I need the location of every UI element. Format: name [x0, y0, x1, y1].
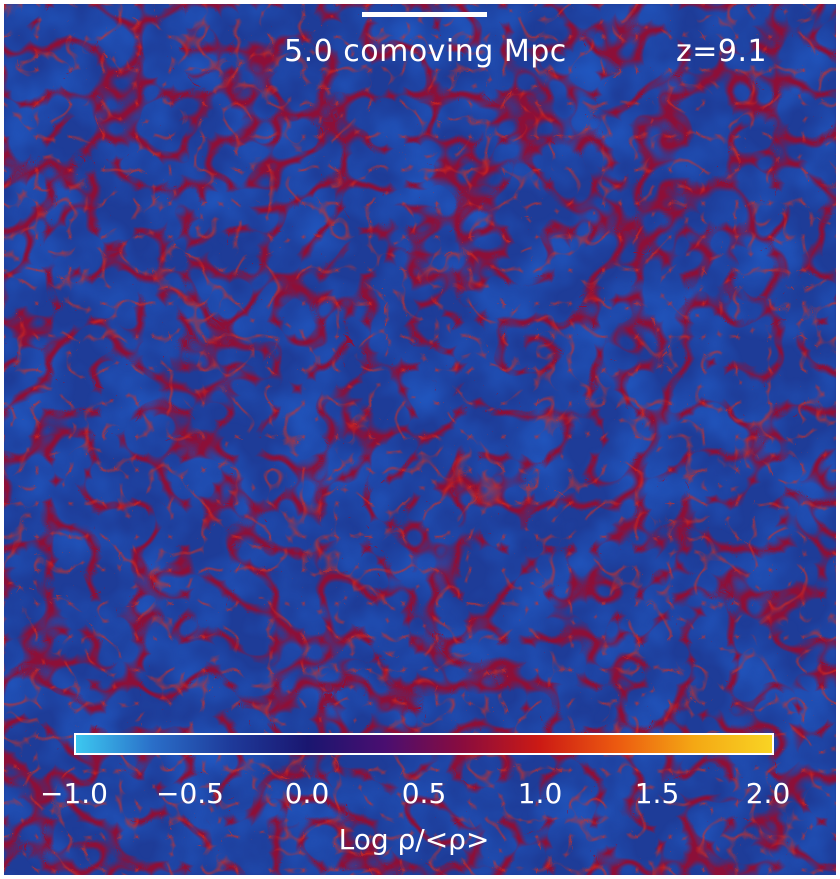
colorbar-tick-label: 1.0: [517, 777, 563, 810]
colorbar-tick-label: −1.0: [40, 777, 108, 810]
colorbar-tick-label: 1.5: [634, 777, 680, 810]
density-field-map: [4, 4, 836, 875]
colorbar-tick-label: 0.5: [401, 777, 447, 810]
scale-bar-label: 5.0 comoving Mpc: [284, 34, 567, 69]
colorbar-tick-label: 0.0: [284, 777, 330, 810]
colorbar-tick-label: −0.5: [156, 777, 224, 810]
scale-bar: [362, 12, 487, 17]
redshift-label: z=9.1: [676, 34, 768, 69]
colorbar: [74, 733, 774, 755]
colorbar-axis-label: Log ρ/<ρ>: [338, 823, 490, 856]
colorbar-tick-label: 2.0: [745, 777, 791, 810]
density-map-image: [4, 4, 836, 875]
